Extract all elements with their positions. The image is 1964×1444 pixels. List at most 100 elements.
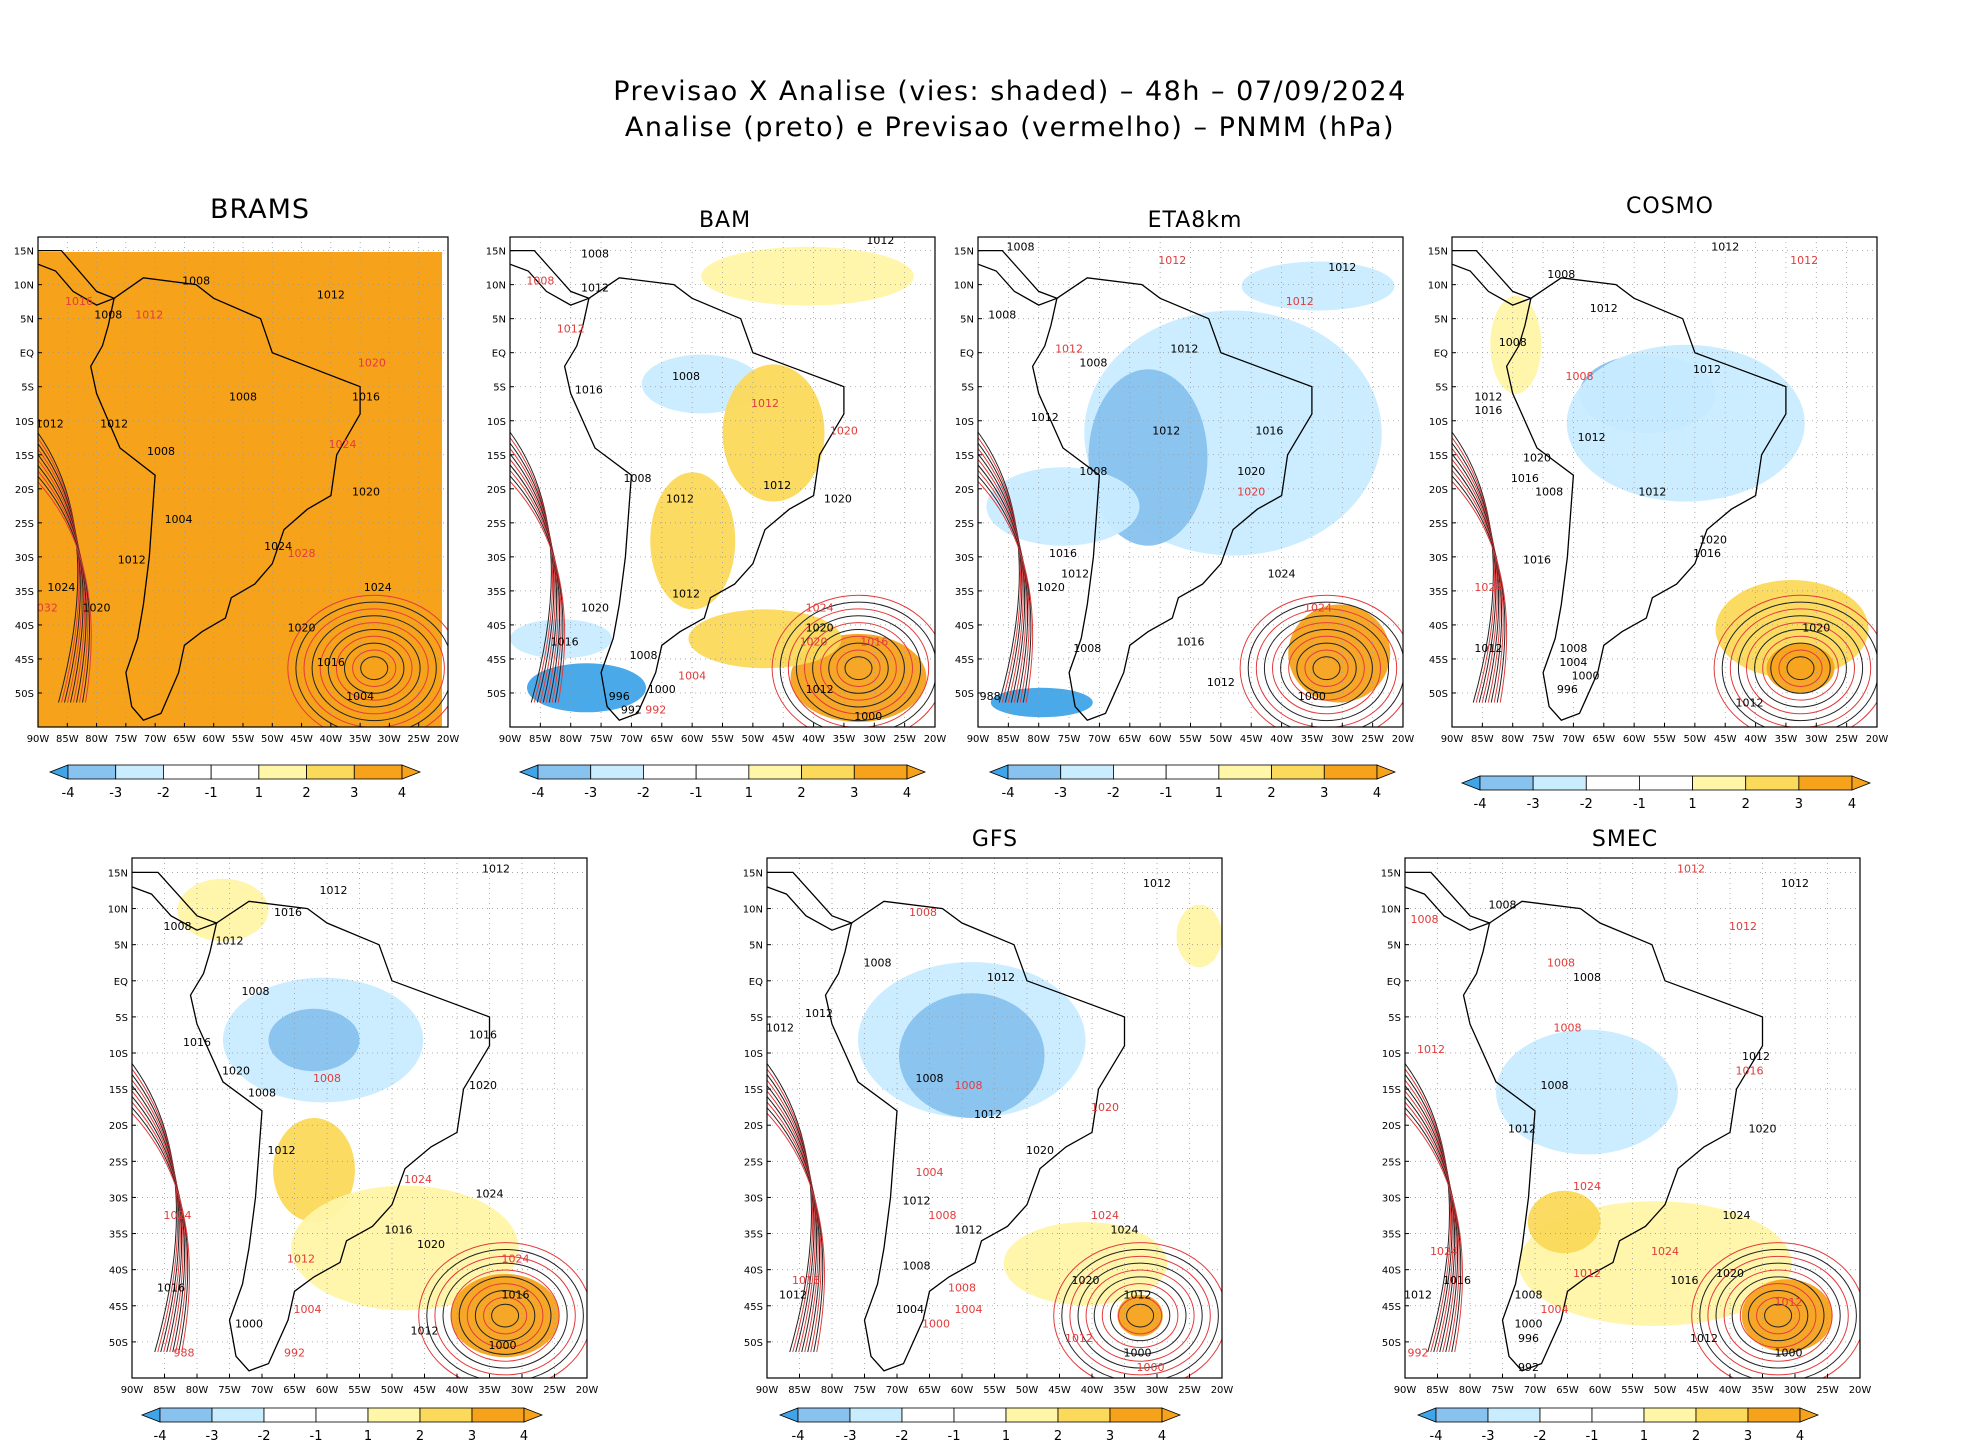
contour-label: 1012 [1170,343,1198,356]
lon-tick-label: 20W [576,1385,599,1396]
lat-tick-label: 20S [744,1121,763,1132]
contour-label: 1016 [1177,635,1205,648]
lat-tick-label: 45S [744,1302,763,1313]
colorbar-label: 4 [520,1429,528,1444]
central-america-coastline [132,871,219,931]
contour-label: 996 [1557,683,1578,696]
lon-tick-label: 90W [121,1385,144,1396]
isobar-contour [1721,601,1877,727]
lon-tick-label: 85W [1471,734,1494,745]
isobar-contour [1101,1283,1179,1349]
contour-label: 1012 [779,1289,807,1302]
colorbar-label: -2 [258,1429,271,1444]
contour-label: 988 [174,1346,195,1359]
bias-shading [291,1185,519,1311]
colorbar-label: 2 [797,786,805,801]
colorbar-segment [1692,775,1747,791]
lat-tick-label: 10N [486,281,506,292]
contour-label: 1000 [1124,1346,1152,1359]
isobar-contour [1770,642,1831,694]
contour-label: 1016 [469,1029,497,1042]
contour-label: 1008 [1566,370,1594,383]
contour-label: 1008 [229,390,257,403]
contour-label: 1012 [1677,862,1705,875]
colorbar-segment [419,1407,473,1423]
lon-tick-label: 60W [1623,734,1646,745]
lon-tick-label: 65W [283,1385,306,1396]
isobar-contour [1255,608,1398,727]
lon-tick-label: 55W [1621,1385,1644,1396]
contour-label: 1008 [948,1281,976,1294]
lat-tick-label: 40S [1429,621,1448,632]
bias-shading [38,252,442,727]
lon-tick-label: 65W [918,1385,941,1396]
contour-label: 1020 [1026,1144,1054,1157]
contour-label: 1020 [830,424,858,437]
isobar-contour [1699,1248,1857,1378]
contour-label: 1012 [581,281,609,294]
lon-tick-label: 45W [1048,1385,1071,1396]
contour-label: 1012 [1286,295,1314,308]
contour-label: 1012 [317,288,345,301]
contour-label: 1024 [806,601,834,614]
lon-tick-label: 50W [1684,734,1707,745]
isobar-contour [787,608,930,727]
colorbar-segment [1539,1407,1593,1423]
lon-tick-label: 35W [1113,1385,1136,1396]
contour-label: 1008 [624,472,652,485]
lon-tick-label: 90W [1441,734,1464,745]
lon-tick-label: 35W [833,734,856,745]
map-untitled: 1012 1012 1008 1016 1012 1008 1016 1020 1008 1016… [92,852,607,1412]
lon-tick-label: 65W [650,734,673,745]
lon-tick-label: 80W [1027,734,1050,745]
colorbar-label: 3 [850,786,858,801]
contour-label: 1008 [526,275,554,288]
isobar-contour [978,480,1034,703]
colorbar-segment [590,764,644,780]
colorbar-segment [1113,764,1167,780]
contour-label: 1012 [118,554,146,567]
lon-tick-label: 55W [1179,734,1202,745]
colorbar-segment [306,764,355,780]
colorbar-label: -1 [1633,797,1646,812]
contour-label: 1008 [1079,465,1107,478]
contour-label: 1012 [806,683,834,696]
lon-tick-label: 20W [1392,734,1415,745]
colorbar-right-arrow [401,764,422,780]
colorbar-left-arrow [778,1407,799,1423]
contour-label: 1024 [1573,1180,1601,1193]
lat-tick-label: 35S [955,587,974,598]
colorbar-label: -3 [584,786,597,801]
isobar-contour [820,635,897,701]
lon-tick-label: 20W [437,734,460,745]
lon-tick-label: 70W [1088,734,1111,745]
lon-tick-label: 65W [173,734,196,745]
contour-label: 1000 [1572,669,1600,682]
colorbar-svg: -4 -3 -2 -1 1 2 3 4 [1460,775,1872,812]
contour-label: 1012 [1775,1296,1803,1309]
colorbar-segment [537,764,592,780]
isobar-contour [1778,649,1823,687]
lat-tick-label: 25S [15,519,34,530]
isobar-contour [836,649,881,687]
lat-tick-label: 5N [114,941,128,952]
lat-tick-label: 50S [1429,689,1448,700]
contour-label: 1012 [1328,261,1356,274]
contour-label: 1020 [1749,1122,1777,1135]
isobar-contour [1312,656,1341,681]
lat-tick-label: 15S [1429,451,1448,462]
bias-shading [1741,1279,1833,1352]
lat-tick-label: 5S [750,1013,763,1024]
contour-label: 1004 [294,1303,322,1316]
lon-tick-label: 80W [559,734,582,745]
colorbar-cosmo: -4 -3 -2 -1 1 2 3 4 [1460,775,1880,812]
contour-label: 1000 [922,1317,950,1330]
isobar-contour [434,1255,576,1376]
isobar-contour [295,601,448,727]
bias-shading [650,472,736,610]
lat-tick-label: 10N [743,905,763,916]
colorbar-segment [258,764,307,780]
panel-title-gfs: GFS [971,827,1019,852]
contour-label: 1012 [320,884,348,897]
lon-tick-label: 85W [788,1385,811,1396]
